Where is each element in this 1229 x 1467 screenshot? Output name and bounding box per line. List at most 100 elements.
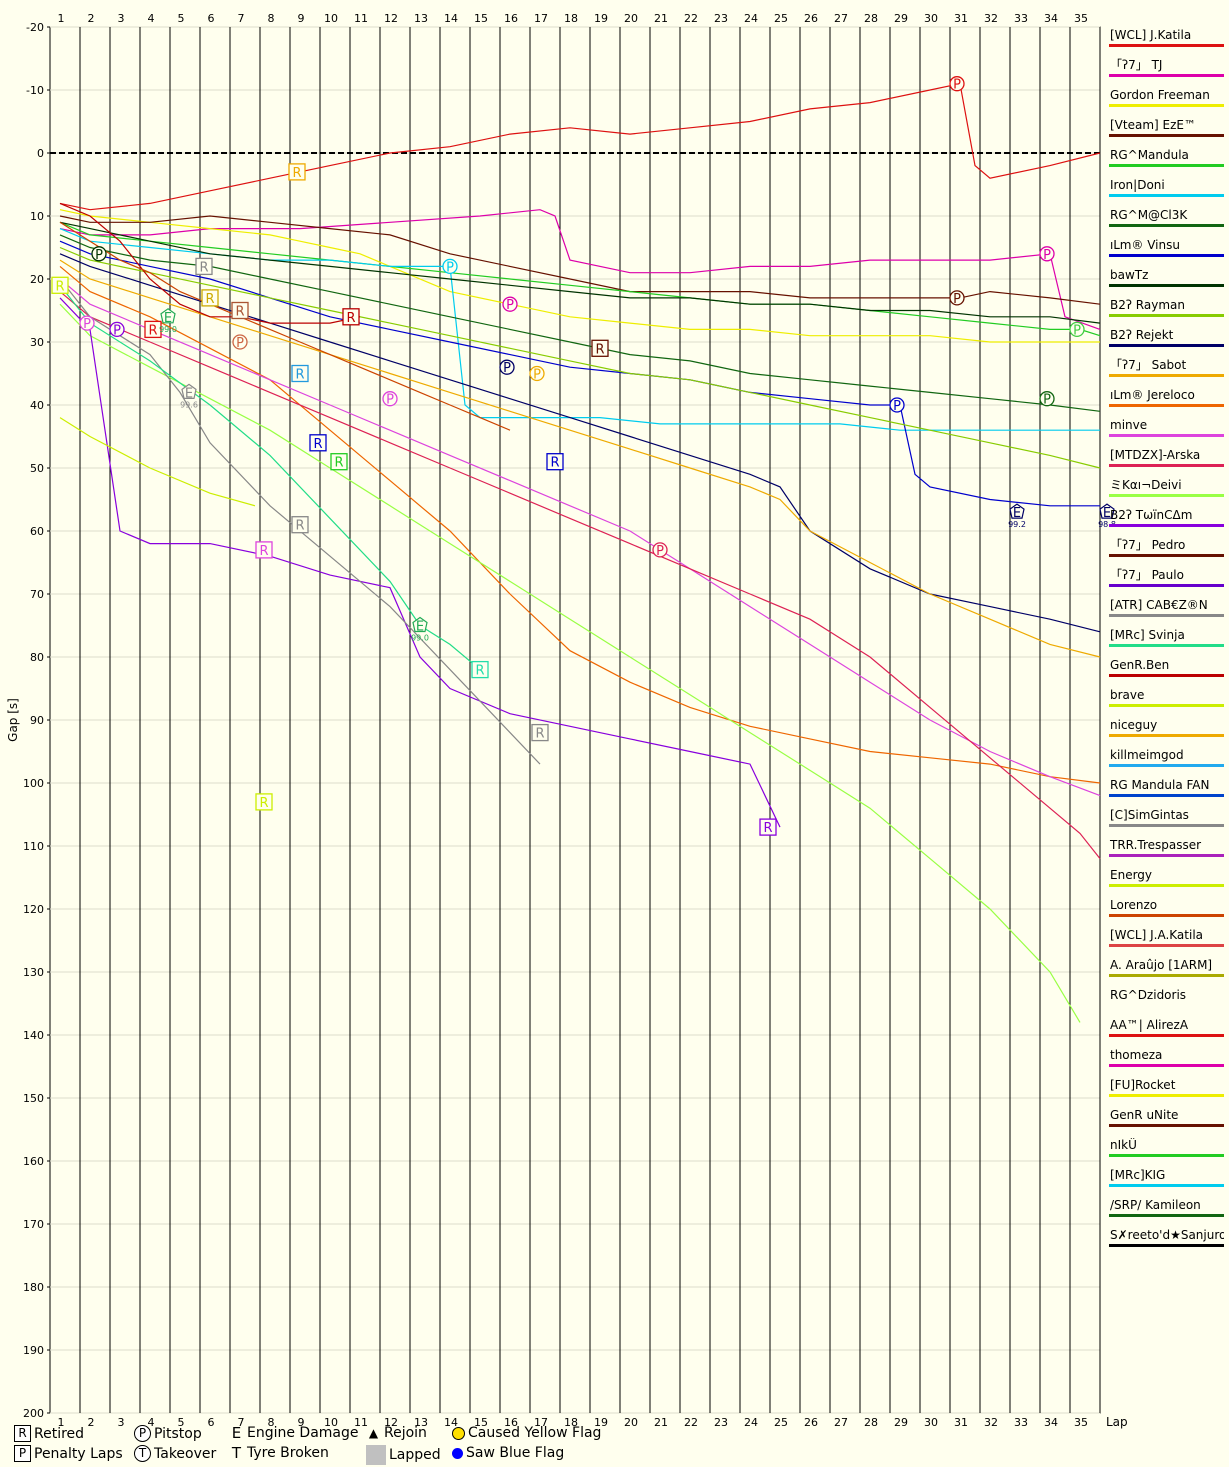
event-marker: P (382, 391, 398, 408)
key-item: T Takeover (134, 1445, 216, 1462)
event-marker: E98.8 (1098, 503, 1116, 529)
marker-value-label: 99.2 (1008, 520, 1026, 529)
marker-letter: P (1043, 248, 1051, 263)
event-marker: P (502, 296, 518, 313)
series-line (59, 221, 1101, 337)
x-tick-label-top: 16 (504, 12, 518, 25)
legend-label: AA™| AlirezA (1110, 1018, 1189, 1032)
x-tick-label: 18 (564, 1416, 578, 1429)
pitstop-marker-circle (529, 365, 545, 382)
legend-swatch (1109, 104, 1224, 107)
legend-label: /SRP/ Kamileon (1110, 1198, 1201, 1212)
marker-letter: R (346, 311, 355, 326)
legend-swatch (1109, 794, 1224, 797)
marker-letter: R (199, 260, 208, 275)
x-tick-label: 35 (1074, 1416, 1088, 1429)
x-tick-label: 21 (654, 1416, 668, 1429)
series-line (59, 221, 511, 431)
legend-label: [ATR] CAB€Z®N (1110, 598, 1208, 612)
event-marker: R (144, 320, 162, 338)
marker-letter: P (446, 260, 454, 275)
y-tick-label: 100 (23, 777, 44, 790)
event-marker: E99.0 (159, 308, 177, 334)
x-axis-label: Lap (1106, 1415, 1128, 1429)
series-line (59, 278, 1101, 797)
legend-swatch (1109, 284, 1224, 287)
key-item: T Tyre Broken (229, 1445, 329, 1461)
x-tick-label: 10 (324, 1416, 338, 1429)
legend-item: TRR.Trespasser (1107, 832, 1224, 862)
marker-letter: P (506, 298, 514, 313)
legend-label: brave (1110, 688, 1145, 702)
marker-letter: E (185, 386, 193, 401)
pitstop-marker-circle (949, 76, 965, 92)
x-tick-label: 32 (984, 1416, 998, 1429)
legend-label: ıԼm® Vinsu (1110, 238, 1180, 252)
key-item: R Retired (14, 1425, 84, 1442)
event-marker: R (342, 308, 360, 326)
series-line (59, 417, 256, 507)
retired-marker-box (309, 434, 327, 452)
legend-item: Energy (1107, 862, 1224, 892)
legend-swatch (1109, 74, 1224, 77)
x-tick-label-top: 30 (924, 12, 938, 25)
retired-marker-box (255, 541, 273, 559)
retired-marker-box (546, 453, 564, 471)
pitstop-marker-circle (499, 359, 515, 375)
engine-marker-pentagon (1009, 503, 1025, 519)
legend-item: [Vteam] EzE™ (1107, 112, 1224, 142)
x-tick-label-top: 2 (88, 12, 95, 25)
marker-letter: R (334, 456, 343, 471)
legend-label: [WCL] J.A.Katila (1110, 928, 1204, 942)
pitstop-marker-circle (502, 296, 518, 312)
engine-marker-pentagon (160, 308, 176, 324)
series-line (59, 265, 1101, 784)
legend-swatch (1109, 884, 1224, 887)
legend-swatch (1109, 254, 1224, 257)
x-tick-label: 16 (504, 1416, 518, 1429)
x-tick-label: 13 (414, 1416, 428, 1429)
legend-label: thomeza (1110, 1048, 1163, 1062)
pitstop-marker-circle (1039, 391, 1055, 407)
key-label: Engine Damage (247, 1425, 359, 1441)
legend-swatch (1109, 584, 1224, 587)
x-tick-label-top: 9 (298, 12, 305, 25)
event-marker: R (531, 723, 549, 742)
pitstop-marker-circle (1069, 321, 1085, 338)
marker-letter: P (953, 292, 961, 307)
legend-label: bawTz (1110, 268, 1149, 282)
key-item: P Penalty Laps (14, 1445, 123, 1462)
pitstop-marker-circle (949, 290, 965, 306)
x-tick-label-top: 20 (624, 12, 638, 25)
x-tick-label: 30 (924, 1416, 938, 1429)
x-tick-label-top: 6 (208, 12, 215, 25)
event-marker: P (889, 397, 905, 414)
event-marker: R (291, 364, 309, 383)
legend-swatch (1109, 1184, 1224, 1187)
y-tick-label: 140 (23, 1029, 44, 1042)
event-marker: R (51, 276, 69, 294)
x-tick-label-top: 33 (1014, 12, 1028, 25)
key-item: P Pitstop (134, 1425, 202, 1442)
legend-item: RG^Dzidoris (1107, 982, 1224, 1012)
legend-item: RG^M@Cl3K (1107, 202, 1224, 232)
legend-swatch (1109, 854, 1224, 857)
x-tick-label: 1 (58, 1416, 65, 1429)
legend-swatch (1109, 404, 1224, 407)
legend-swatch (1109, 1124, 1224, 1127)
y-tick-label: -10 (26, 84, 44, 97)
pitstop-marker-circle (232, 334, 248, 350)
x-tick-label-top: 35 (1074, 12, 1088, 25)
x-tick-label: 31 (954, 1416, 968, 1429)
legend-item: [WCL] J.Katila (1107, 22, 1224, 52)
x-tick-label-top: 10 (324, 12, 338, 25)
event-marker: P (1039, 391, 1055, 408)
y-tick-label: 40 (30, 399, 44, 412)
retired-marker-box (342, 308, 360, 326)
legend-label: S✗reeto'd★Sanjuro (1110, 1228, 1224, 1242)
marker-value-label: 99.6 (180, 400, 198, 409)
legend-item: 「ʔ7」 Pedro (1107, 532, 1224, 562)
x-tick-label-top: 5 (178, 12, 185, 25)
x-tick-label-top: 34 (1044, 12, 1058, 25)
x-tick-label: 7 (238, 1416, 245, 1429)
